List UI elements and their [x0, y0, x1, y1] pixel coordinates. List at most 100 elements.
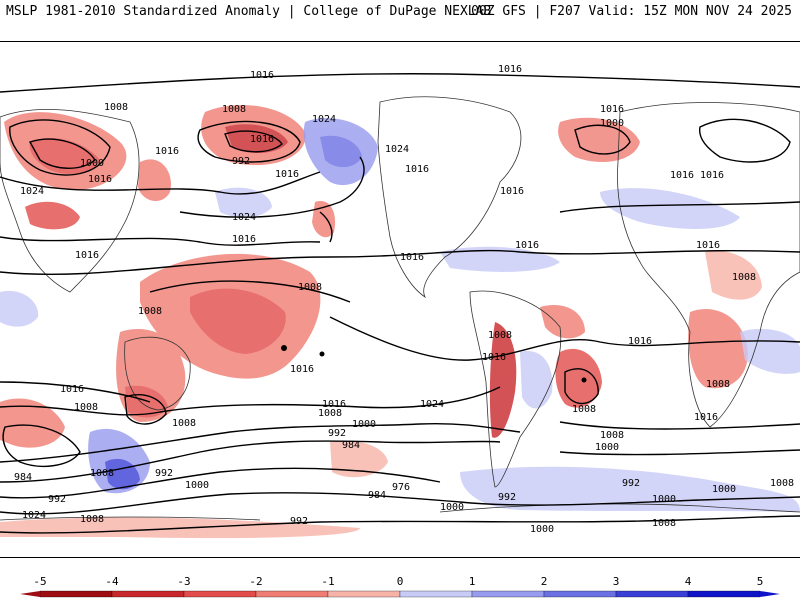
anomaly-red-pacific-gyre: [138, 159, 171, 202]
continent-europe-africa: [617, 102, 800, 428]
anomaly-blue-south-america: [520, 351, 553, 409]
isobar-label: 1016: [75, 250, 99, 261]
isobar-label: 1008: [104, 102, 128, 113]
isobar-line: [319, 211, 333, 243]
isobar-line: [0, 236, 321, 246]
isobar-label: 976: [392, 482, 410, 493]
isobar-label: 1008: [298, 282, 322, 293]
colorbar-segment: [399, 590, 473, 598]
colorbar-segment: [111, 590, 185, 598]
isobar-label: 992: [622, 478, 640, 489]
isobar-label: 1016: [700, 170, 724, 181]
isobar-line: [2, 424, 81, 467]
isobar-label: 1008: [488, 330, 512, 341]
anomaly-red-southern-low: [0, 398, 65, 448]
isobar-line: [0, 492, 800, 515]
colorbar-segment: [183, 590, 257, 598]
isobar-label: 1008: [90, 468, 114, 479]
colorbar-segment: [543, 590, 617, 598]
isobar-label: 1016: [498, 64, 522, 75]
anomaly-red-north-pacific-core: [29, 138, 100, 175]
isobar-line: [559, 201, 800, 213]
isobar-label: 992: [498, 492, 516, 503]
colorbar-tick-label: 2: [541, 575, 548, 588]
isobar-label: 1000: [530, 524, 554, 535]
isobar-label: 1008: [222, 104, 246, 115]
isobar-label: 1000: [185, 480, 209, 491]
positive-anomaly-areas: [0, 118, 800, 512]
isobar-line: [0, 73, 800, 93]
isobar-label: 1016: [60, 384, 84, 395]
isobar-label: 1000: [600, 118, 624, 129]
anomaly-red-chile: [489, 322, 517, 438]
colorbar-segment: [39, 590, 113, 598]
isobar-label: 1016: [290, 364, 314, 375]
anomaly-red-brazil: [540, 304, 585, 339]
isobar-label: 1008: [600, 430, 624, 441]
isobar-label: 1008: [138, 306, 162, 317]
isobar-line: [329, 316, 800, 361]
colorbar-segment: [615, 590, 689, 598]
isobar-label: 1008: [572, 404, 596, 415]
isobar-label: 1000: [352, 419, 376, 430]
isobar-label: 1016: [600, 104, 624, 115]
continent-eurasia-east: [0, 109, 140, 293]
isobar-line: [0, 515, 800, 534]
isobar-line: [0, 467, 441, 499]
isobar-label: 1016: [628, 336, 652, 347]
anomaly-red-south-pacific-mid: [330, 440, 388, 478]
anomaly-red-southern-africa: [688, 308, 748, 389]
colorbar-tick-label: 4: [685, 575, 692, 588]
isobar-label: 1016: [88, 174, 112, 185]
isobar-label: 1016: [232, 234, 256, 245]
isobar-label: 1000: [80, 158, 104, 169]
isobar-line: [0, 381, 151, 403]
chart-title: MSLP 1981-2010 Standardized Anomaly | Co…: [6, 4, 492, 19]
anomaly-blue-europe: [600, 188, 740, 229]
isobar-line: [179, 156, 365, 218]
isobar-line: [28, 138, 96, 169]
anomaly-red-asia: [25, 201, 80, 230]
isobar-label: 984: [368, 490, 386, 501]
continent-antarctica: [0, 503, 800, 521]
model-valid-time: 00Z GFS | F207 Valid: 15Z MON NOV 24 202…: [471, 4, 792, 19]
isobar-label: 1008: [732, 272, 756, 283]
colorbar: -5 -4 -3 -2 -1 0 1 2 3 4 5: [0, 565, 800, 600]
colorbar-svg: -5 -4 -3 -2 -1 0 1 2 3 4 5: [20, 575, 780, 598]
colorbar-segment: [255, 590, 329, 598]
isobar-line: [698, 118, 791, 163]
isobar-label: 992: [328, 428, 346, 439]
anomaly-red-south-atlantic: [555, 348, 602, 408]
colorbar-min-arrow: [20, 591, 40, 597]
low-centers: [281, 345, 587, 383]
map-panel: 1016 1008 1008 1016 1024 1016 1016 1000 …: [0, 41, 800, 558]
isobar-label: 992: [232, 156, 250, 167]
isobar-label: 1024: [20, 186, 44, 197]
isobar-label: 1000: [440, 502, 464, 513]
colorbar-tick-label: 1: [469, 575, 476, 588]
colorbar-tick-label: 5: [757, 575, 764, 588]
isobar-label: 984: [342, 440, 360, 451]
isobar-label: 1024: [232, 212, 256, 223]
colorbar-tick-label: -2: [249, 575, 262, 588]
anomaly-blue-west-pacific-edge: [0, 290, 39, 327]
isobar-label: 1008: [706, 379, 730, 390]
continent-south-america: [469, 290, 562, 488]
anomaly-red-south-pacific-core: [190, 288, 286, 354]
isobar-label: 1016: [694, 412, 718, 423]
colorbar-segment: [327, 590, 401, 598]
isobar-label: 1008: [172, 418, 196, 429]
colorbar-segment: [687, 590, 761, 598]
isobar-labels: 1016 1008 1008 1016 1024 1016 1016 1000 …: [14, 64, 794, 535]
low-center-dot: [281, 345, 287, 351]
isobar-label: 1008: [318, 408, 342, 419]
isobar-label: 1024: [312, 114, 336, 125]
continent-australia: [124, 336, 191, 411]
colorbar-max-arrow: [760, 591, 780, 597]
isobar-line: [564, 368, 599, 405]
isobar-line: [0, 249, 800, 276]
colorbar-tick-label: 3: [613, 575, 620, 588]
isobar-label: 1008: [652, 518, 676, 529]
colorbar-tick-label: -3: [177, 575, 190, 588]
isobar-label: 1000: [595, 442, 619, 453]
